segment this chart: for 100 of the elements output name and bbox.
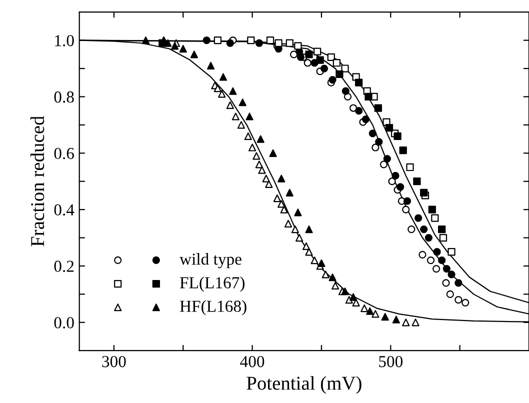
point xyxy=(266,36,274,44)
point xyxy=(408,225,416,234)
point xyxy=(403,197,412,205)
point xyxy=(291,225,299,234)
point xyxy=(314,48,322,56)
point xyxy=(305,50,313,58)
y-tick-label: 0.0 xyxy=(54,317,74,328)
point xyxy=(442,264,450,273)
y-tick-label: 0.8 xyxy=(54,91,74,103)
point xyxy=(420,225,428,234)
point xyxy=(244,132,252,140)
point xyxy=(426,256,435,264)
point xyxy=(305,225,313,234)
point xyxy=(372,310,380,318)
point xyxy=(142,36,150,44)
point xyxy=(255,39,264,47)
point xyxy=(302,242,310,250)
point xyxy=(414,214,422,222)
point xyxy=(462,298,470,306)
point xyxy=(237,121,246,129)
point xyxy=(284,220,292,228)
point xyxy=(454,279,462,287)
point xyxy=(304,59,312,67)
x-axis-title: Potential (mV) xyxy=(246,376,362,394)
point xyxy=(355,78,363,86)
point xyxy=(190,50,198,58)
point xyxy=(412,318,420,326)
point xyxy=(448,248,456,256)
point xyxy=(262,174,270,182)
point xyxy=(258,166,266,174)
y-tick-label: 0.6 xyxy=(54,148,74,160)
point xyxy=(247,36,255,44)
point xyxy=(392,172,400,180)
point xyxy=(446,290,454,298)
point xyxy=(342,87,350,95)
point xyxy=(341,288,349,296)
point xyxy=(226,101,234,109)
point xyxy=(336,70,344,78)
x-tick-label: 300 xyxy=(102,356,126,368)
point xyxy=(420,188,428,196)
point xyxy=(438,256,446,264)
point xyxy=(385,124,394,132)
point xyxy=(286,188,294,196)
point xyxy=(442,279,450,287)
y-tick-label: 1.0 xyxy=(55,35,74,46)
point xyxy=(219,73,228,81)
point xyxy=(265,180,273,188)
point xyxy=(164,39,172,47)
point xyxy=(383,154,391,163)
point xyxy=(392,316,400,324)
point xyxy=(418,250,426,259)
point xyxy=(322,270,330,278)
point xyxy=(331,282,340,290)
point xyxy=(320,64,328,72)
point xyxy=(310,256,318,264)
point xyxy=(399,146,407,154)
point xyxy=(218,90,226,98)
point xyxy=(428,206,436,214)
point xyxy=(364,92,372,101)
point xyxy=(305,248,313,256)
point xyxy=(246,112,254,120)
point xyxy=(280,206,288,214)
point xyxy=(374,104,382,112)
point xyxy=(438,225,446,234)
point xyxy=(341,64,349,72)
y-tick-label: 0.4 xyxy=(54,204,74,216)
point xyxy=(171,42,179,50)
point xyxy=(424,234,433,242)
point xyxy=(274,39,282,47)
point xyxy=(439,234,448,242)
point xyxy=(286,39,294,47)
point xyxy=(372,144,380,152)
point xyxy=(368,130,376,138)
legend-label: HF(L168) xyxy=(180,300,246,316)
point xyxy=(318,259,326,267)
point xyxy=(332,59,340,67)
point xyxy=(278,174,286,182)
x-tick-label: 400 xyxy=(240,356,264,368)
point xyxy=(388,178,396,186)
point xyxy=(296,53,305,62)
legend-label: FL(L167) xyxy=(180,276,245,292)
point xyxy=(432,264,440,273)
point xyxy=(433,248,441,256)
point xyxy=(380,160,388,168)
point xyxy=(352,298,360,306)
point xyxy=(394,132,402,140)
point xyxy=(226,39,234,47)
point xyxy=(206,62,215,70)
point xyxy=(375,138,383,146)
point xyxy=(381,312,389,321)
point xyxy=(294,42,302,50)
point xyxy=(448,270,456,278)
point xyxy=(229,87,237,95)
legend-label: wild type xyxy=(180,253,242,268)
point xyxy=(269,149,277,157)
point xyxy=(294,208,302,216)
point xyxy=(366,307,374,315)
point xyxy=(349,104,358,112)
point xyxy=(316,56,324,64)
point xyxy=(179,44,187,53)
